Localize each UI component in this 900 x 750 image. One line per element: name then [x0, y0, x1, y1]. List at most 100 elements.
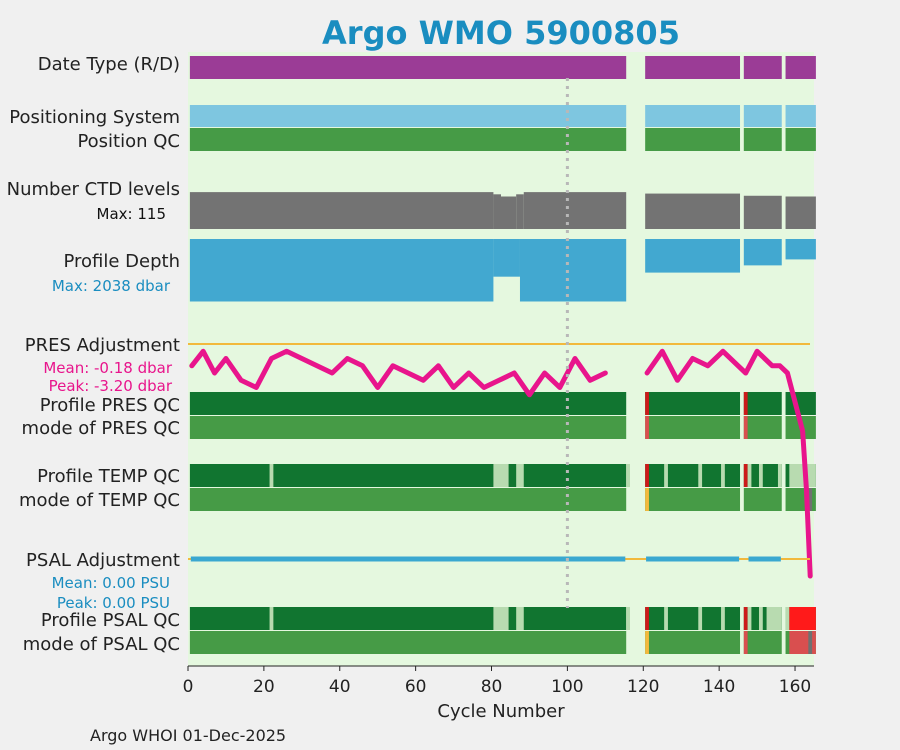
mode-temp-qc-flag [645, 488, 649, 511]
pres-adjustment-line [189, 348, 608, 398]
profile-temp-qc-flag [721, 464, 725, 487]
position-qc-bar [645, 128, 741, 151]
label-mode-temp-qc: mode of TEMP QC [19, 490, 180, 511]
profile-psal-qc-bar [645, 607, 741, 630]
profile-temp-qc-flag [747, 464, 752, 487]
chart-title: Argo WMO 5900805 [322, 14, 680, 52]
date-type-bar [743, 56, 782, 79]
profile-psal-qc-flag [493, 607, 509, 630]
date-type-bar [645, 56, 741, 79]
profile-pres-qc-bar [743, 392, 782, 415]
profile-temp-qc-flag [777, 464, 782, 487]
profile-pres-qc-flag [743, 392, 748, 415]
profile-depth-max: Max: 2038 dbar [52, 277, 171, 295]
mode-psal-qc-flag [808, 631, 813, 654]
x-axis-label: Cycle Number [437, 701, 565, 722]
profile-psal-qc-flag [747, 607, 752, 630]
mode-psal-qc-bar [189, 631, 627, 654]
pres-adjustment-line [644, 348, 813, 579]
plot-background [188, 52, 814, 666]
position-qc-bar [785, 128, 816, 151]
label-ctd-levels: Number CTD levels [7, 179, 180, 200]
x-tick-label: 60 [405, 677, 427, 697]
profile-temp-qc-flag [743, 464, 748, 487]
mode-temp-qc-bar [189, 488, 627, 511]
profile-psal-qc-flag [785, 607, 790, 630]
ctd-levels-max: Max: 115 [97, 205, 166, 223]
profile-depth-bar [493, 239, 520, 277]
label-position-qc: Position QC [77, 131, 180, 152]
row-bars [189, 56, 816, 654]
footer-credit: Argo WHOI 01-Dec-2025 [90, 726, 286, 745]
profile-temp-qc-bar [189, 464, 627, 487]
profile-temp-qc-flag [758, 464, 763, 487]
profile-temp-qc-flag [645, 464, 649, 487]
mode-psal-qc-bar [743, 631, 782, 654]
position-qc-bar [189, 128, 627, 151]
profile-pres-qc-flag [645, 392, 649, 415]
x-tick-label: 140 [703, 677, 735, 697]
profile-psal-qc-bar [189, 607, 627, 630]
profile-temp-qc-bar [645, 464, 741, 487]
label-pres-adjustment: PRES Adjustment [25, 335, 180, 356]
profile-psal-qc-flag [743, 607, 748, 630]
profile-depth-bar [645, 239, 741, 273]
x-tick-label: 160 [779, 677, 811, 697]
label-profile-temp-qc: Profile TEMP QC [37, 466, 180, 487]
psal-adjustment-mean: Mean: 0.00 PSU [52, 574, 170, 592]
profile-pres-qc-bar [785, 392, 816, 415]
ctd-levels-bar [189, 192, 494, 229]
ctd-levels-bar [516, 194, 524, 229]
date-type-bar [785, 56, 816, 79]
profile-depth-bar [785, 239, 816, 260]
positioning-system-bar [743, 105, 782, 127]
profile-temp-qc-flag [698, 464, 703, 487]
x-tick-label: 0 [183, 677, 194, 697]
profile-depth-bar [743, 239, 782, 266]
profile-temp-qc-flag [789, 464, 816, 487]
ctd-levels-bar [785, 196, 816, 229]
label-profile-pres-qc: Profile PRES QC [40, 395, 180, 416]
ctd-levels-bar [645, 193, 741, 229]
x-tick-label: 20 [253, 677, 275, 697]
mode-psal-qc-flag [743, 631, 748, 654]
profile-temp-qc-flag [664, 464, 668, 487]
profile-pres-qc-bar [189, 392, 627, 415]
profile-psal-qc-flag [516, 607, 524, 630]
label-positioning-system: Positioning System [9, 107, 180, 128]
mode-pres-qc-bar [743, 416, 782, 439]
profile-psal-qc-flag [789, 607, 816, 630]
profile-temp-qc-bar [743, 464, 782, 487]
mode-temp-qc-bar [743, 488, 782, 511]
profile-psal-qc-flag [721, 607, 725, 630]
profile-depth-bar [189, 239, 494, 302]
profile-temp-qc-flag [493, 464, 509, 487]
mode-pres-qc-bar [645, 416, 741, 439]
mode-pres-qc-bar [189, 416, 627, 439]
pres-adjustment-peak: Peak: -3.20 dbar [49, 377, 173, 395]
mode-temp-qc-bar [645, 488, 741, 511]
profile-psal-qc-flag [698, 607, 703, 630]
pres-adjustment-mean: Mean: -0.18 dbar [43, 359, 173, 377]
positioning-system-bar [645, 105, 741, 127]
profile-psal-qc-flag [664, 607, 668, 630]
x-tick-label: 100 [551, 677, 583, 697]
mode-pres-qc-flag [645, 416, 649, 439]
label-profile-psal-qc: Profile PSAL QC [41, 610, 180, 631]
date-type-bar [189, 56, 627, 79]
adjustment-lines [188, 343, 813, 579]
profile-psal-qc-flag [626, 607, 630, 630]
profile-psal-qc-flag [758, 607, 763, 630]
profile-psal-qc-flag [766, 607, 782, 630]
label-mode-psal-qc: mode of PSAL QC [23, 634, 180, 655]
positioning-system-bar [189, 105, 627, 127]
label-profile-depth: Profile Depth [63, 251, 180, 272]
x-tick-label: 120 [627, 677, 659, 697]
profile-temp-qc-flag [269, 464, 274, 487]
profile-depth-bar [519, 239, 627, 302]
positioning-system-bar [785, 105, 816, 127]
mode-psal-qc-flag [645, 631, 649, 654]
position-qc-bar [743, 128, 782, 151]
ctd-levels-bar [493, 194, 501, 229]
